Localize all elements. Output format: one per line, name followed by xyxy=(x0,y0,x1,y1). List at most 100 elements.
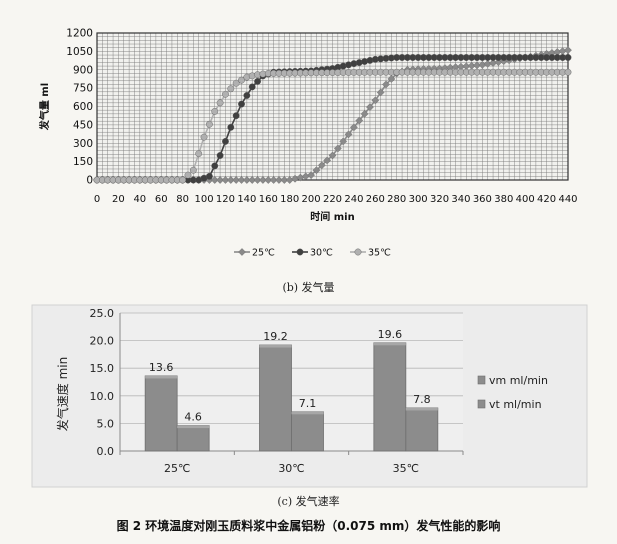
data-point xyxy=(248,176,257,184)
data-point xyxy=(376,88,385,97)
data-point xyxy=(360,109,369,118)
data-point xyxy=(189,166,197,174)
legend-label: vm ml/min xyxy=(489,374,548,387)
x-tick-label: 25℃ xyxy=(164,462,190,475)
data-point xyxy=(238,76,245,84)
data-point xyxy=(226,176,235,184)
panel-b-caption: (b) 发气量 xyxy=(282,281,335,294)
data-point xyxy=(275,176,283,184)
data-point xyxy=(205,120,213,128)
data-point xyxy=(227,85,235,93)
y-tick-label: 900 xyxy=(73,64,93,76)
x-tick-label: 420 xyxy=(537,194,556,205)
data-point xyxy=(269,176,278,184)
bar xyxy=(144,375,178,452)
y-tick-label: 450 xyxy=(73,119,93,131)
x-tick-label: 340 xyxy=(451,194,470,205)
y-tick-label: 10.0 xyxy=(90,390,115,403)
data-point xyxy=(200,133,208,141)
x-tick-label: 240 xyxy=(344,194,363,205)
data-point xyxy=(216,152,224,159)
bar-highlight xyxy=(145,375,178,379)
data-point xyxy=(254,77,261,85)
figure-title: 图 2 环境温度对刚玉质料浆中金属铝粉（0.075 mm）发气性能的影响 xyxy=(116,519,501,533)
bar-highlight xyxy=(373,342,406,346)
gas-rate-bar-chart: 0.0 5.0 10.0 15.0 20.0 25.0 发气速度 min 25℃ 13.6 4.6… xyxy=(31,304,588,488)
x-tick-label: 20 xyxy=(112,194,125,205)
x-tick-label: 380 xyxy=(494,194,513,205)
legend-label: vt ml/min xyxy=(489,398,542,411)
bar-highlight xyxy=(405,407,438,411)
x-tick-label: 0 xyxy=(94,194,100,205)
legend-label: 30℃ xyxy=(310,248,333,259)
data-point xyxy=(184,171,192,179)
bar-highlight xyxy=(259,345,292,348)
data-point xyxy=(344,130,353,139)
x-tick-label: 200 xyxy=(302,194,321,205)
data-point xyxy=(238,100,245,108)
data-point xyxy=(355,116,364,125)
x-tick-label: 80 xyxy=(176,194,189,205)
y-tick-label: 20.0 xyxy=(90,335,115,348)
data-point xyxy=(259,176,267,184)
x-tick-label: 220 xyxy=(323,194,342,205)
data-label: 19.2 xyxy=(263,330,288,343)
data-point xyxy=(232,112,240,120)
data-point xyxy=(323,156,332,165)
data-point xyxy=(564,46,572,55)
data-label: 7.1 xyxy=(299,397,317,410)
data-point xyxy=(211,162,219,170)
data-point xyxy=(354,248,362,256)
data-point xyxy=(312,166,321,175)
data-point xyxy=(216,176,224,184)
x-tick-label: 360 xyxy=(473,194,492,205)
x-tick-label: 160 xyxy=(259,194,278,205)
legend-label: 25℃ xyxy=(252,248,275,259)
x-axis-title: 时间 min xyxy=(310,210,354,223)
x-tick-label: 100 xyxy=(194,194,213,205)
data-label: 7.8 xyxy=(413,393,431,406)
data-point xyxy=(243,92,251,99)
y-tick-label: 1200 xyxy=(66,28,93,40)
y-tick-label: 600 xyxy=(73,101,93,113)
x-tick-label: 35℃ xyxy=(393,462,419,475)
bar-highlight xyxy=(291,411,324,415)
y-axis-title: 发气量 ml xyxy=(38,83,51,131)
data-point xyxy=(216,99,224,107)
data-point xyxy=(227,123,235,131)
x-tick-label: 120 xyxy=(216,194,235,205)
y-tick-label: 300 xyxy=(73,138,93,150)
data-point xyxy=(238,248,246,256)
data-point xyxy=(232,79,240,87)
data-point xyxy=(339,137,348,146)
data-point xyxy=(222,138,229,145)
x-tick-label: 400 xyxy=(516,194,535,205)
bar xyxy=(176,425,210,452)
data-point xyxy=(307,171,315,179)
data-point xyxy=(366,103,374,111)
x-tick-label: 280 xyxy=(387,194,406,205)
data-point xyxy=(253,176,262,184)
y-tick-label: 25.0 xyxy=(90,307,115,320)
bar-highlight xyxy=(177,425,210,429)
data-point xyxy=(222,90,229,98)
legend-swatch xyxy=(477,399,486,409)
data-label: 13.6 xyxy=(149,361,174,374)
panel-c-caption: (c) 发气速率 xyxy=(277,495,340,508)
data-point xyxy=(350,123,358,132)
data-point xyxy=(242,176,251,184)
data-point xyxy=(564,54,572,61)
y-axis-title: 发气速度 min xyxy=(55,357,70,431)
data-point xyxy=(237,176,246,184)
data-point xyxy=(248,83,256,91)
data-point xyxy=(371,96,380,105)
data-point xyxy=(179,176,187,184)
x-tick-label: 30℃ xyxy=(278,462,304,475)
series-3 xyxy=(93,68,572,184)
bar xyxy=(405,407,439,452)
data-point xyxy=(564,68,572,76)
x-tick-label: 40 xyxy=(133,194,146,205)
bar xyxy=(291,411,324,452)
